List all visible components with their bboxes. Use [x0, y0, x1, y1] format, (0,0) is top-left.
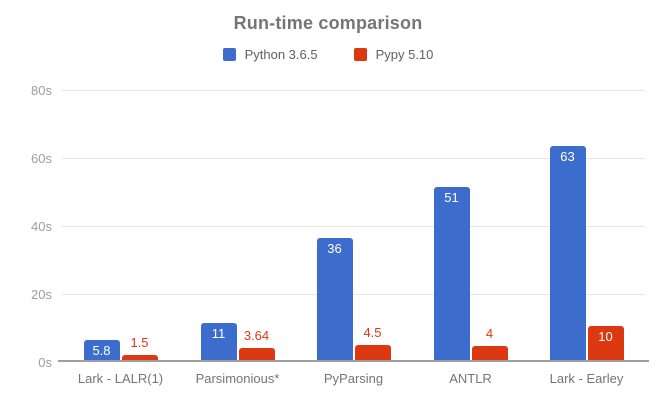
category-label: PyParsing	[323, 371, 384, 386]
bar-pypy: 3.64	[238, 328, 275, 360]
legend-label-pypy: Pypy 5.10	[375, 47, 434, 62]
y-tick-label: 40s	[31, 219, 52, 234]
x-axis-baseline	[58, 360, 649, 362]
bar-python: 5.8	[83, 340, 120, 360]
bar-value-label: 11	[211, 326, 226, 341]
bar-pypy: 1.5	[121, 335, 158, 360]
bar-python: 63	[549, 146, 586, 360]
legend-label-python: Python 3.6.5	[244, 47, 318, 62]
bar-pypy: 4.5	[354, 325, 391, 360]
bar-value-label: 10	[598, 329, 613, 344]
bar-group: 63 10 Lark - Earley	[528, 90, 645, 386]
legend-swatch-python	[222, 48, 236, 61]
category-label: ANTLR	[449, 371, 492, 386]
category-label: Parsimonious*	[195, 371, 280, 386]
gridline	[62, 90, 645, 91]
bar-value-label: 36	[327, 241, 342, 256]
bar-pypy: 4	[471, 326, 508, 360]
bar-value-label: 4.5	[363, 325, 382, 340]
bar-value-label: 51	[444, 190, 459, 205]
bar-value-label: 5.8	[92, 343, 111, 358]
bar-value-label: 3.64	[243, 328, 270, 343]
gridline	[62, 294, 645, 295]
bar-value-label: 63	[560, 149, 575, 164]
bar-value-label: 1.5	[130, 335, 149, 350]
chart-title: Run-time comparison	[233, 13, 423, 33]
y-tick-label: 0s	[38, 355, 52, 370]
category-label: Lark - Earley	[549, 371, 624, 386]
gridline	[62, 158, 645, 159]
bar-group: 36 4.5 PyParsing	[295, 90, 412, 386]
plot-area: 0s 20s 40s 60s 80s 5.8 1.5 Lark - LALR(1) 11 3.64…	[31, 83, 649, 386]
y-tick-label: 60s	[31, 151, 52, 166]
bar-group: 51 4 ANTLR	[412, 90, 529, 386]
legend-item-pypy: Pypy 5.10	[353, 47, 434, 62]
bar-pypy: 10	[587, 326, 624, 360]
bar-value-label: 4	[485, 326, 494, 341]
bar-python: 11	[200, 323, 237, 360]
y-tick-label: 80s	[31, 83, 52, 98]
bar-group: 5.8 1.5 Lark - LALR(1)	[62, 90, 179, 386]
gridline	[62, 226, 645, 227]
bar-group: 11 3.64 Parsimonious*	[179, 90, 296, 386]
bar-python: 36	[316, 238, 353, 360]
legend: Python 3.6.5 Pypy 5.10	[0, 47, 656, 62]
category-label: Lark - LALR(1)	[77, 371, 164, 386]
y-tick-label: 20s	[31, 287, 52, 302]
legend-swatch-pypy	[353, 48, 367, 61]
bar-python: 51	[433, 187, 470, 360]
legend-item-python: Python 3.6.5	[222, 47, 318, 62]
